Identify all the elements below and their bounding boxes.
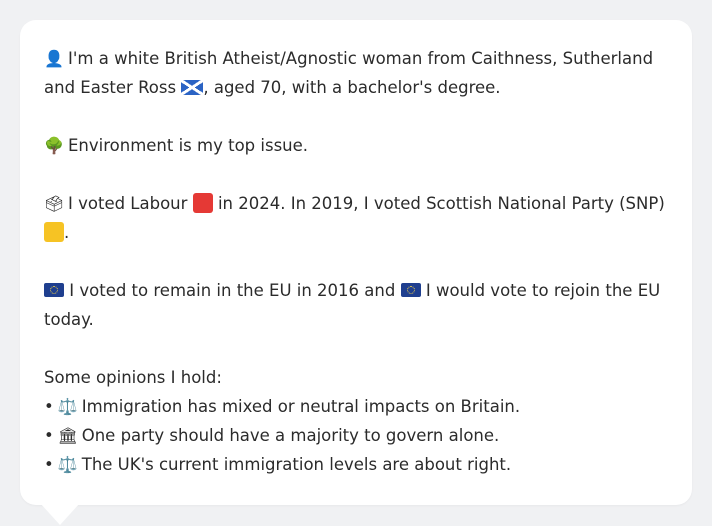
scotland-flag-icon <box>181 80 204 95</box>
scales-icon: ⚖️ <box>57 397 78 416</box>
opinion-item: • 🏛 One party should have a majority to go… <box>44 421 668 450</box>
snp-color-square-icon <box>44 222 64 242</box>
eu-flag-icon <box>400 283 421 297</box>
eu-text-post: I would vote to rejoin the EU today. <box>44 281 661 329</box>
vote-text-post: . <box>64 223 70 242</box>
top-issue-line: 🌳 Environment is my top issue. <box>44 131 668 160</box>
vote-text-mid: in 2024. In 2019, I voted Scottish Natio… <box>217 194 665 213</box>
opinion-text: Immigration has mixed or neutral impacts… <box>81 397 521 416</box>
eu-line: I voted to remain in the EU in 2016 and … <box>44 276 668 334</box>
profile-text: I'm a white British Atheist/Agnostic wom… <box>44 49 654 97</box>
persona-card: 👤 I'm a white British Atheist/Agnostic wo… <box>20 20 692 505</box>
vote-history-line: 🗳 I voted Labour in 2024. In 2019, I vote… <box>44 189 668 247</box>
vote-text-pre: I voted Labour <box>68 194 188 213</box>
opinion-item: • ⚖️ Immigration has mixed or neutral impa… <box>44 392 668 421</box>
labour-color-square-icon <box>192 193 213 213</box>
eu-text-pre: I voted to remain in the EU in 2016 and <box>69 281 396 300</box>
opinion-text: The UK's current immigration levels are … <box>81 455 512 474</box>
classical-building-icon: 🏛 <box>57 426 79 445</box>
profile-line: 👤 I'm a white British Atheist/Agnostic wo… <box>44 44 668 102</box>
opinion-text: One party should have a majority to gove… <box>81 426 500 445</box>
tree-icon: 🌳 <box>44 136 64 155</box>
top-issue-text: Environment is my top issue. <box>68 136 309 155</box>
opinion-item: • ⚖️ The UK's current immigration levels a… <box>44 450 668 479</box>
opinions-heading: Some opinions I hold: <box>44 368 222 387</box>
profile-text-post: , aged 70, with a bachelor's degree. <box>203 78 501 97</box>
ballot-box-icon: 🗳 <box>44 194 65 213</box>
scales-icon: ⚖️ <box>57 455 78 474</box>
eu-flag-icon <box>44 283 64 297</box>
person-silhouette-icon: 👤 <box>44 49 64 68</box>
speech-bubble-tail <box>40 503 80 525</box>
